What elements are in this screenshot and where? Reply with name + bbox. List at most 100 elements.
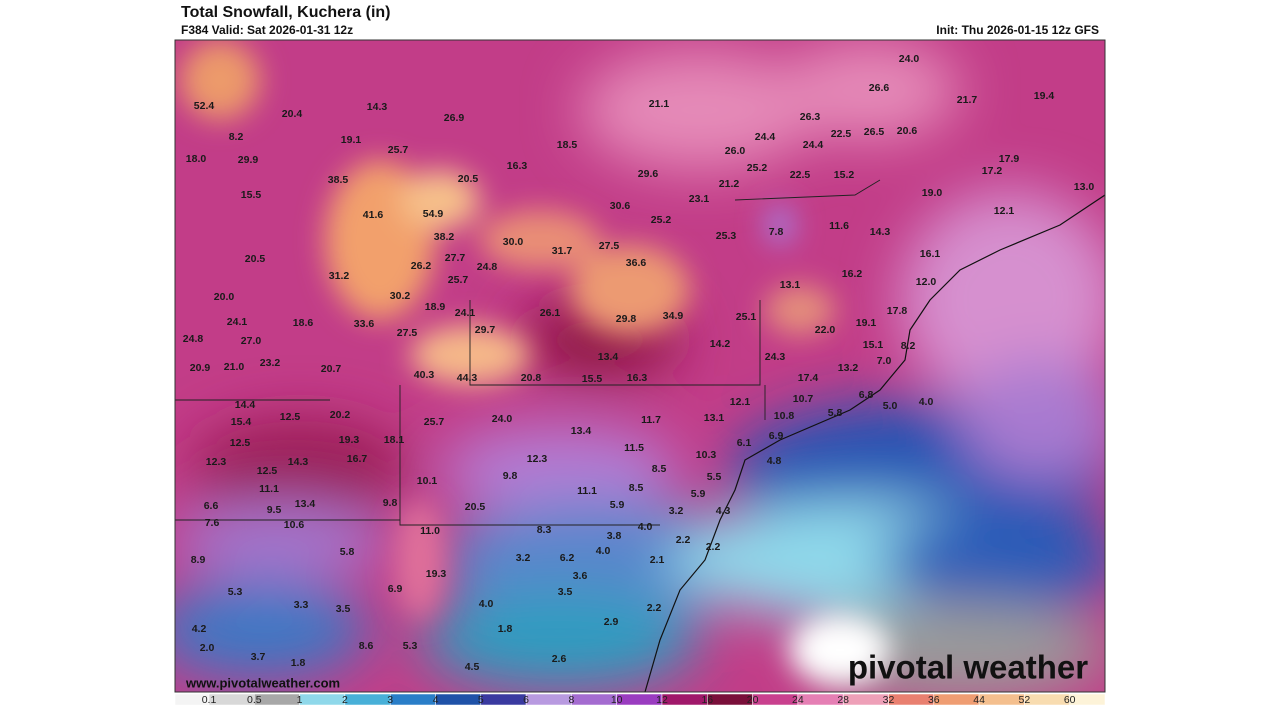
point-value: 21.7	[957, 94, 978, 106]
colorbar-label: 2	[342, 694, 348, 706]
point-value: 18.5	[557, 139, 578, 151]
point-value: 11.0	[420, 525, 440, 537]
point-value: 6.6	[204, 500, 219, 512]
point-value: 26.3	[800, 111, 821, 123]
point-value: 36.6	[626, 257, 647, 269]
point-value: 22.5	[790, 169, 811, 181]
point-value: 21.2	[719, 178, 740, 190]
point-value: 4.0	[596, 545, 611, 557]
point-value: 4.0	[919, 396, 934, 408]
point-value: 2.9	[604, 616, 619, 628]
point-value: 41.6	[363, 209, 384, 221]
point-value: 31.7	[552, 245, 573, 257]
point-value: 8.6	[359, 640, 374, 652]
point-value: 11.5	[624, 442, 644, 454]
colorbar-label: 12	[656, 694, 668, 706]
point-value: 24.4	[755, 131, 776, 143]
point-value: 20.5	[245, 253, 266, 265]
point-value: 26.2	[411, 260, 432, 272]
point-value: 18.6	[293, 317, 314, 329]
point-value: 14.3	[870, 226, 891, 238]
point-value: 13.4	[295, 498, 316, 510]
point-value: 31.2	[329, 270, 350, 282]
title: Total Snowfall, Kuchera (in)	[181, 4, 391, 21]
point-value: 27.7	[445, 252, 466, 264]
colorbar-label: 36	[928, 694, 940, 706]
point-value: 11.1	[577, 485, 597, 497]
point-value: 44.3	[457, 372, 478, 384]
point-value: 25.7	[448, 274, 469, 286]
point-value: 2.2	[647, 602, 662, 614]
map-frame	[174, 39, 1106, 693]
colorbar-label: 6	[523, 694, 529, 706]
point-value: 27.5	[397, 327, 418, 339]
point-value: 19.4	[1034, 90, 1055, 102]
point-value: 54.9	[423, 208, 444, 220]
point-value: 6.9	[769, 430, 784, 442]
colorbar-label: 28	[837, 694, 849, 706]
point-value: 2.2	[676, 534, 691, 546]
point-value: 29.7	[475, 324, 496, 336]
color-cell	[389, 693, 436, 706]
point-value: 7.0	[877, 355, 892, 367]
point-value: 17.8	[887, 305, 908, 317]
point-value: 12.5	[230, 437, 251, 449]
point-value: 3.2	[516, 552, 531, 564]
colorbar-label: 52	[1019, 694, 1031, 706]
point-value: 25.7	[388, 144, 409, 156]
point-value: 30.2	[390, 290, 411, 302]
point-value: 14.3	[288, 456, 309, 468]
map-field	[175, 40, 1105, 692]
point-value: 6.1	[737, 437, 752, 449]
point-value: 26.5	[864, 126, 885, 138]
point-value: 8.2	[901, 340, 916, 352]
point-value: 9.8	[383, 497, 398, 509]
point-value: 10.1	[417, 475, 438, 487]
colorbar-label: 20	[747, 694, 759, 706]
point-value: 10.6	[284, 519, 305, 531]
point-value: 20.0	[214, 291, 235, 303]
point-value: 24.8	[477, 261, 498, 273]
point-value: 13.4	[571, 425, 592, 437]
point-value: 16.3	[627, 372, 648, 384]
point-value: 3.7	[251, 651, 266, 663]
color-cell	[344, 693, 391, 706]
logo: pivotal weather	[848, 649, 1088, 686]
point-value: 17.2	[982, 165, 1003, 177]
point-value: 18.0	[186, 153, 207, 165]
point-value: 3.5	[558, 586, 573, 598]
point-value: 8.3	[537, 524, 552, 536]
point-value: 10.7	[793, 393, 814, 405]
color-cell	[299, 693, 346, 706]
point-value: 25.1	[736, 311, 757, 323]
point-value: 21.0	[224, 361, 245, 373]
point-value: 26.0	[725, 145, 746, 157]
point-value: 3.6	[573, 570, 588, 582]
point-value: 11.7	[641, 414, 661, 426]
point-value: 12.1	[730, 396, 751, 408]
point-value: 15.5	[241, 189, 262, 201]
point-value: 5.3	[403, 640, 418, 652]
init-time: Init: Thu 2026-01-15 12z GFS	[936, 23, 1099, 37]
point-value: 25.2	[747, 162, 768, 174]
colorbar-label: 44	[973, 694, 985, 706]
point-value: 8.5	[629, 482, 644, 494]
colorbar-label: 0.1	[202, 694, 217, 706]
point-value: 26.9	[444, 112, 465, 124]
point-value: 13.1	[704, 412, 725, 424]
point-value: 8.9	[191, 554, 206, 566]
colorbar-label: 1	[297, 694, 303, 706]
colorbar-label: 60	[1064, 694, 1076, 706]
point-value: 7.6	[205, 517, 220, 529]
colorbar-label: 24	[792, 694, 804, 706]
point-value: 19.3	[339, 434, 360, 446]
point-value: 25.2	[651, 214, 672, 226]
point-value: 4.3	[716, 505, 731, 517]
point-value: 15.5	[582, 373, 603, 385]
color-cell	[1069, 693, 1106, 706]
point-value: 20.6	[897, 125, 918, 137]
point-value: 18.9	[425, 301, 446, 313]
point-value: 2.6	[552, 653, 567, 665]
point-value: 24.4	[803, 139, 824, 151]
point-value: 10.8	[774, 410, 795, 422]
